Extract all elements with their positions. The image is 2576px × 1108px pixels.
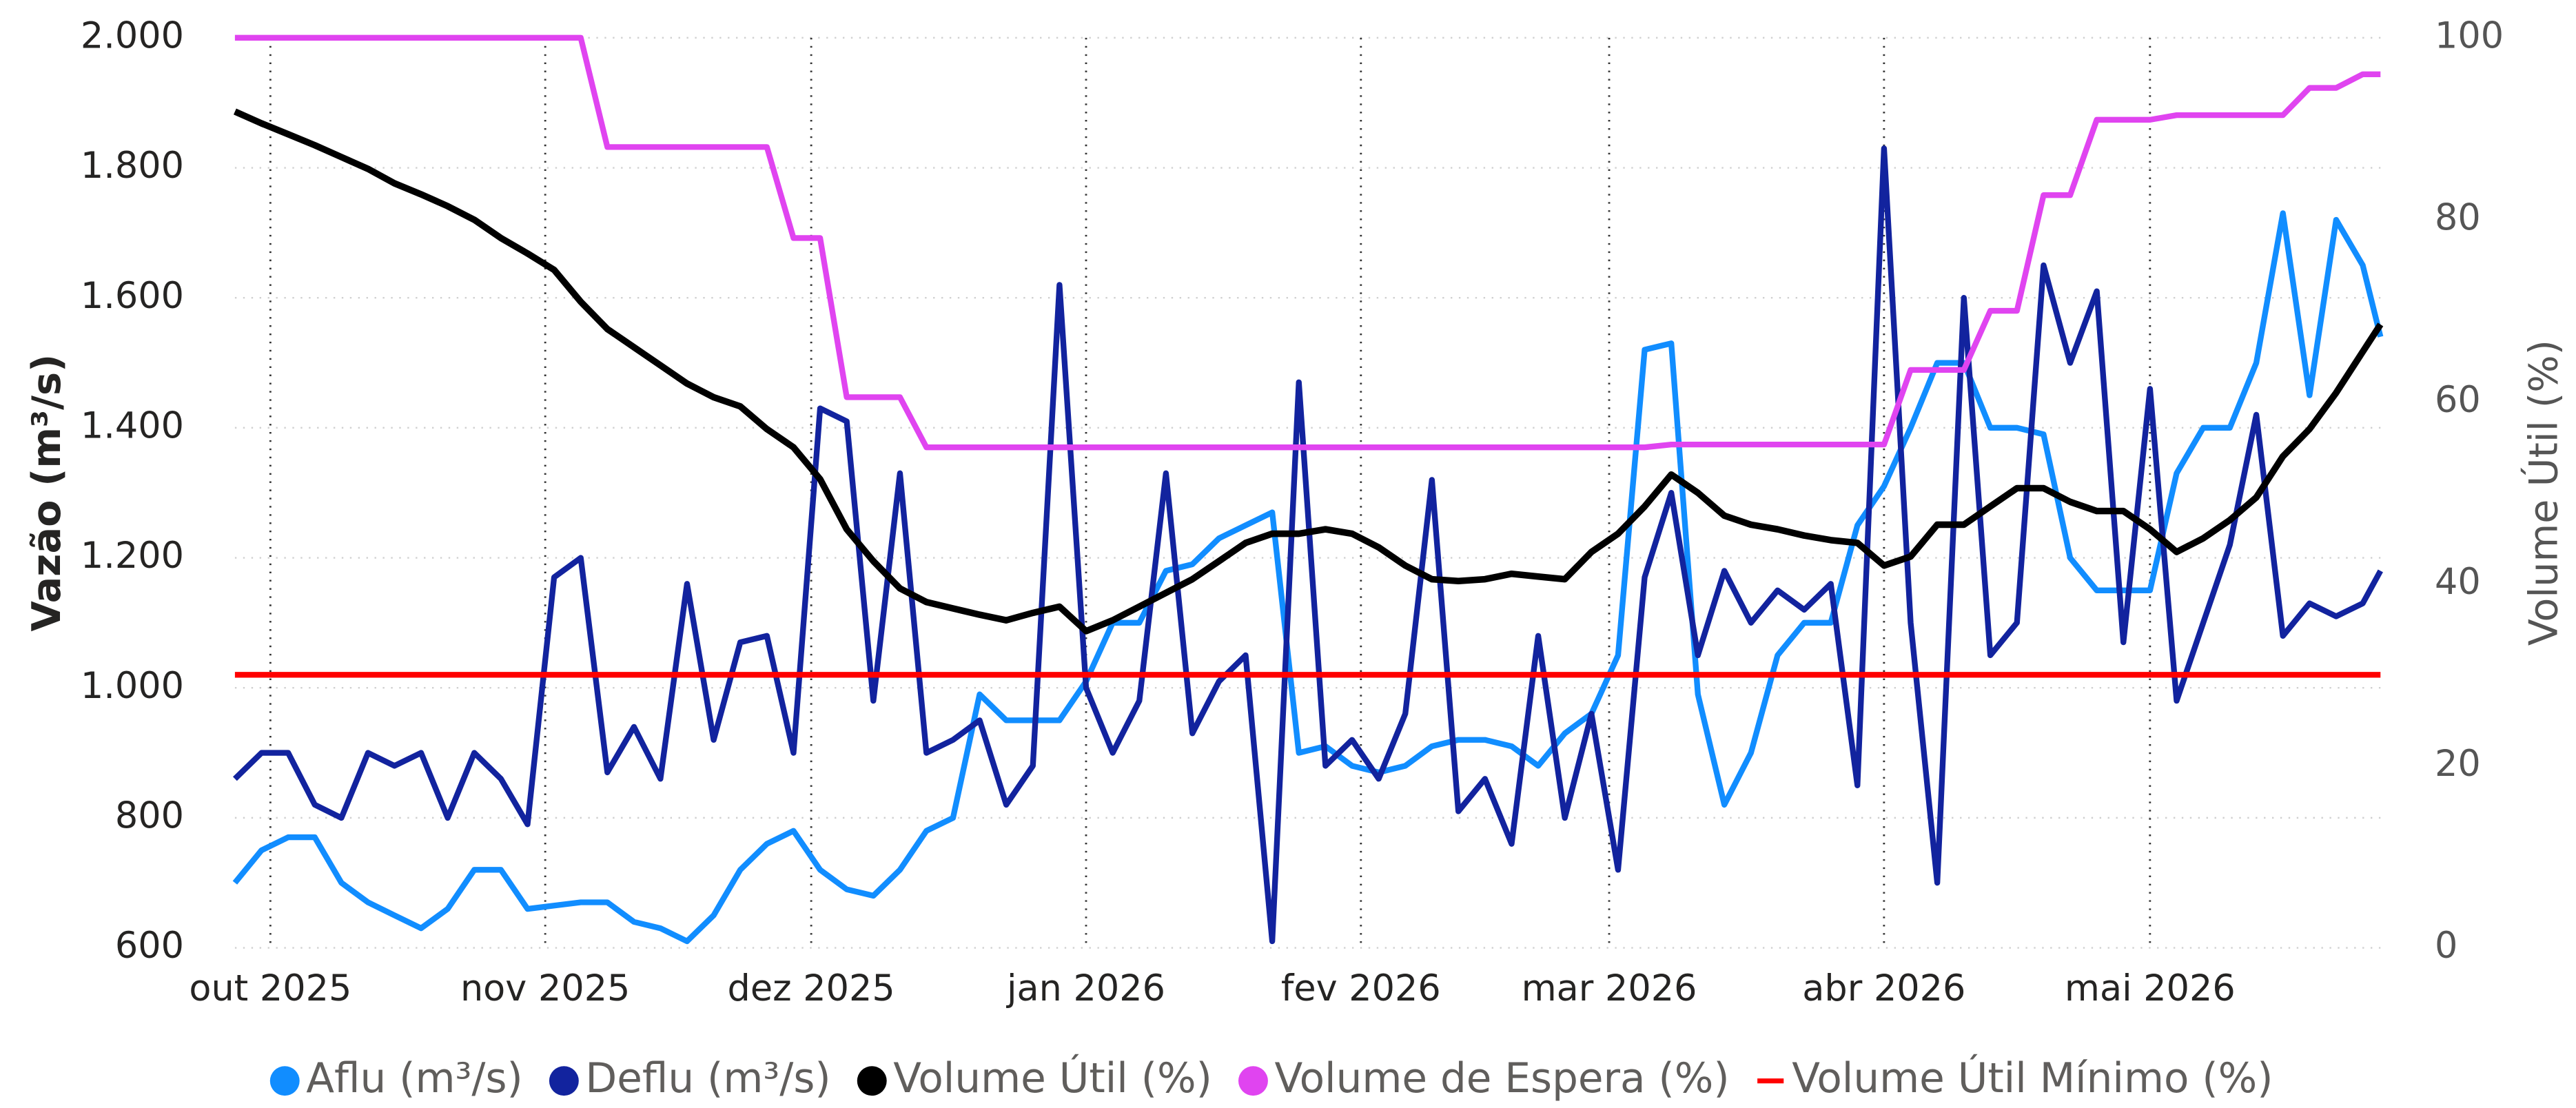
legend-marker — [1238, 1066, 1268, 1096]
y2-tick-label: 20 — [2435, 743, 2481, 785]
x-tick-label: abr 2026 — [1802, 967, 1965, 1009]
y-tick-label: 1.400 — [81, 405, 184, 447]
y-tick-label: 800 — [115, 795, 184, 837]
y-tick-label: 1.600 — [81, 275, 184, 317]
series-line — [234, 34, 2381, 451]
y-tick-label: 600 — [115, 925, 184, 967]
y2-tick-label: 100 — [2435, 14, 2504, 57]
x-tick-label: fev 2026 — [1281, 967, 1441, 1009]
y2-tick-label: 60 — [2435, 379, 2481, 421]
x-tick-label: mar 2026 — [1522, 967, 1697, 1009]
y2-axis-title: Volume Útil (%) — [2520, 340, 2567, 646]
y2-tick-label: 0 — [2435, 925, 2457, 967]
y-tick-label: 2.000 — [81, 14, 184, 57]
legend-marker — [269, 1066, 300, 1096]
y-tick-label: 1.200 — [81, 535, 184, 577]
legend-label: Volume de Espera (%) — [1274, 1055, 1729, 1102]
x-tick-label: out 2025 — [189, 967, 351, 1009]
y2-tick-label: 40 — [2435, 561, 2481, 603]
legend-marker — [857, 1066, 887, 1096]
legend-marker — [549, 1066, 579, 1096]
x-tick-label: mai 2026 — [2065, 967, 2236, 1009]
series-line — [233, 108, 2384, 635]
legend-label: Volume Útil Mínimo (%) — [1792, 1054, 2273, 1102]
legend-label: Aflu (m³/s) — [306, 1055, 523, 1102]
x-tick-label: dez 2025 — [728, 967, 895, 1009]
y-tick-label: 1.800 — [81, 145, 184, 187]
x-tick-label: jan 2026 — [1006, 967, 1165, 1009]
series-line — [232, 145, 2383, 945]
y2-tick-label: 80 — [2435, 197, 2481, 239]
y-axis-title: Vazão (m³/s) — [24, 354, 70, 632]
x-tick-label: nov 2025 — [460, 967, 630, 1009]
y-tick-label: 1.000 — [81, 665, 184, 707]
legend-label: Volume Útil (%) — [893, 1054, 1212, 1102]
legend-label: Deflu (m³/s) — [585, 1055, 830, 1102]
